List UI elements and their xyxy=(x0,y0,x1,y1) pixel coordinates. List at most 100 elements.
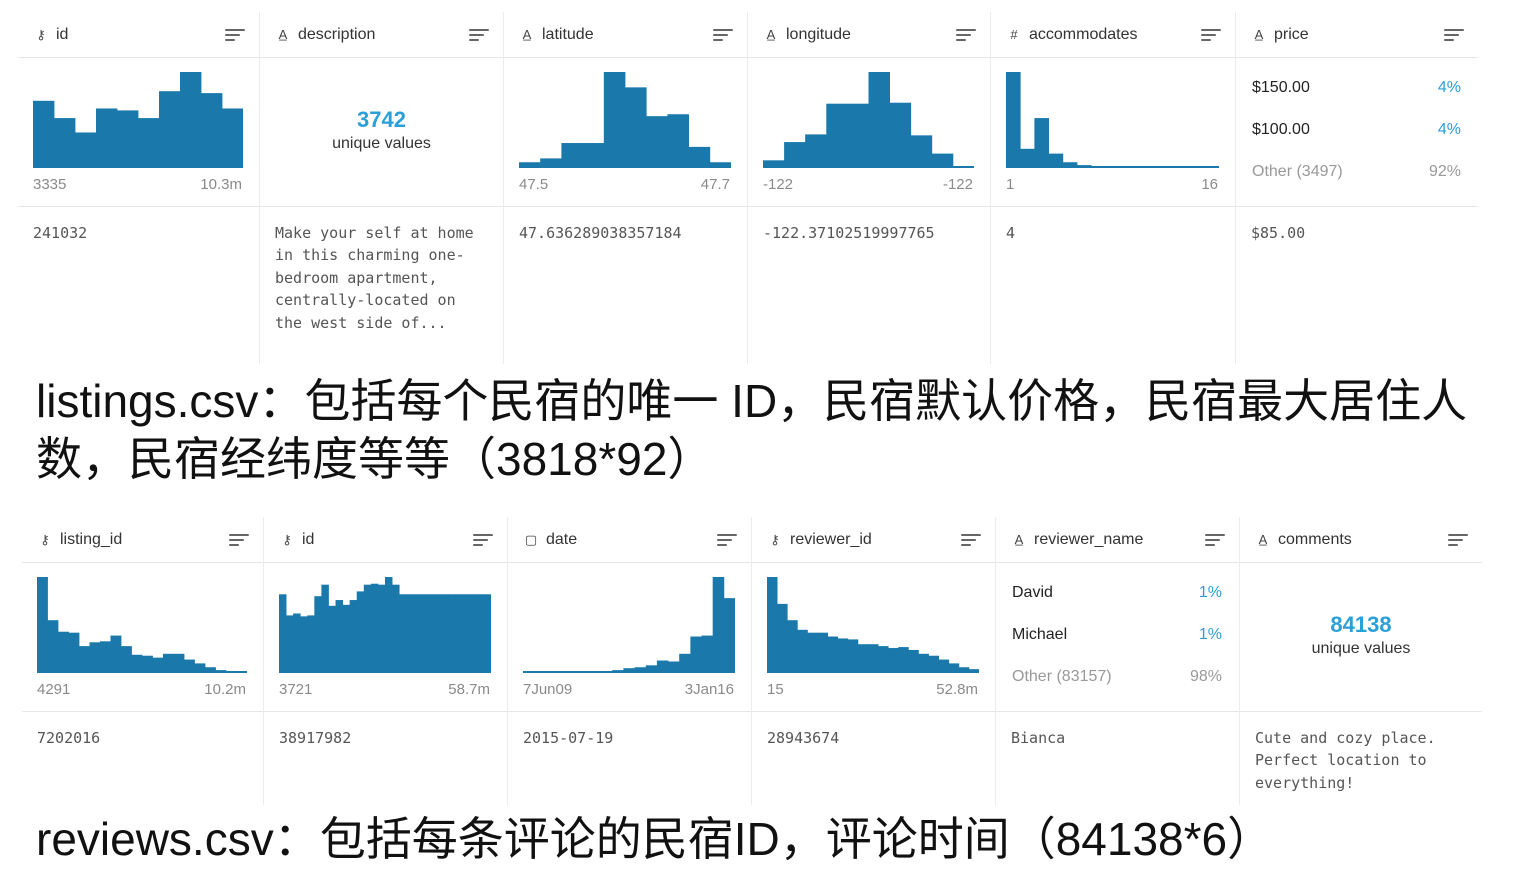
histogram-bar xyxy=(679,653,691,673)
histogram-bar xyxy=(293,613,301,673)
histogram-bar xyxy=(201,93,223,168)
histogram-bar xyxy=(420,594,428,673)
column-name: longitude xyxy=(786,25,851,43)
sort-icon[interactable] xyxy=(1444,28,1464,42)
histogram-bar xyxy=(448,594,457,673)
histogram-range: 1 16 xyxy=(1006,176,1218,193)
cell-value[interactable]: $85.00 xyxy=(1251,224,1306,242)
sort-icon[interactable] xyxy=(225,28,245,42)
histogram[interactable] xyxy=(519,70,731,168)
histogram-bar xyxy=(688,146,711,168)
range-max: 47.7 xyxy=(700,176,730,193)
histogram-bar xyxy=(194,663,206,673)
listings-caption: listings.csv：包括每个民宿的唯一 ID，民宿默认价格，民宿最大居住人… xyxy=(36,375,1468,485)
column-header[interactable]: ⚷ id xyxy=(18,12,259,58)
column-header[interactable]: ▢ date xyxy=(508,517,751,563)
column-header[interactable]: A̲ comments xyxy=(1240,517,1482,563)
sort-icon[interactable] xyxy=(961,533,981,547)
column-summary: 84138 unique values xyxy=(1240,564,1482,712)
cell-value[interactable]: 4 xyxy=(1006,224,1016,242)
histogram[interactable] xyxy=(279,575,491,673)
range-min: 7Jun09 xyxy=(523,681,573,698)
sort-icon[interactable] xyxy=(1201,28,1221,42)
histogram-bar xyxy=(634,667,647,673)
sort-icon[interactable] xyxy=(956,28,976,42)
histogram-bar xyxy=(286,615,294,673)
column-summary: 7Jun09 3Jan16 xyxy=(508,564,751,712)
histogram-bar xyxy=(784,142,806,168)
column-header[interactable]: ⚷ reviewer_id xyxy=(752,517,995,563)
category-item[interactable]: $150.00 4% xyxy=(1252,79,1461,103)
category-item[interactable]: Michael 1% xyxy=(1012,626,1222,650)
sort-icon[interactable] xyxy=(469,28,489,42)
sort-icon[interactable] xyxy=(1448,533,1468,547)
histogram-bar xyxy=(878,646,889,673)
histogram-bar xyxy=(1034,118,1049,168)
sort-icon[interactable] xyxy=(713,28,733,42)
category-item[interactable]: $100.00 4% xyxy=(1252,121,1461,145)
histogram[interactable] xyxy=(33,70,243,168)
cell-value[interactable]: Make your self at home in this charming … xyxy=(275,224,483,332)
histogram[interactable] xyxy=(763,70,974,168)
histogram[interactable] xyxy=(37,575,247,673)
category-item[interactable]: David 1% xyxy=(1012,584,1222,608)
category-other[interactable]: Other (83157) 98% xyxy=(1012,668,1222,692)
histogram-bar xyxy=(314,596,322,673)
text-type-icon: A̲ xyxy=(1258,532,1268,547)
cell-value[interactable]: Cute and cozy place. Perfect location to… xyxy=(1255,729,1445,792)
column-summary: -122 -122 xyxy=(748,59,990,207)
histogram-bar xyxy=(948,663,960,673)
histogram-bar xyxy=(33,100,55,168)
histogram-range: 47.5 47.7 xyxy=(519,176,730,193)
histogram-bar xyxy=(787,620,798,673)
sort-icon[interactable] xyxy=(1205,533,1225,547)
cell-value[interactable]: 241032 xyxy=(33,224,88,242)
cell-value[interactable]: 28943674 xyxy=(767,729,840,747)
histogram-bar xyxy=(723,598,735,673)
histogram-bar xyxy=(889,102,912,168)
histogram-bar xyxy=(928,655,940,673)
column-reviewer-name: A̲ reviewer_name David 1% Michael 1% Other (83… xyxy=(996,517,1240,805)
histogram[interactable] xyxy=(1006,70,1219,168)
cell-value[interactable]: Bianca xyxy=(1011,729,1066,747)
column-name: id xyxy=(56,25,69,43)
histogram-bar xyxy=(1006,72,1021,168)
sort-icon[interactable] xyxy=(229,533,249,547)
unique-count: 84138 xyxy=(1330,612,1392,637)
histogram-range: 4291 10.2m xyxy=(37,681,246,698)
cell-value[interactable]: -122.37102519997765 xyxy=(763,224,935,242)
histogram-bar xyxy=(100,641,111,673)
column-summary: $150.00 4% $100.00 4% Other (3497) 92% xyxy=(1236,59,1478,207)
cell-value[interactable]: 7202016 xyxy=(37,729,101,747)
histogram-range: 3721 58.7m xyxy=(279,681,490,698)
calendar-icon: ▢ xyxy=(524,531,538,547)
column-header[interactable]: A̲ description xyxy=(260,12,503,58)
histogram[interactable] xyxy=(523,575,735,673)
histogram-bar xyxy=(349,600,358,673)
column-header[interactable]: A̲ longitude xyxy=(748,12,990,58)
column-header[interactable]: A̲ reviewer_name xyxy=(996,517,1239,563)
histogram-bar xyxy=(767,577,778,673)
column-header[interactable]: ⚷ id xyxy=(264,517,507,563)
histogram-bar xyxy=(363,584,372,673)
histogram[interactable] xyxy=(767,575,979,673)
sort-icon[interactable] xyxy=(717,533,737,547)
column-reviewer-id: ⚷ reviewer_id 15 52.8m 28943674 xyxy=(752,517,996,805)
cell-value[interactable]: 2015-07-19 xyxy=(523,729,614,747)
column-header[interactable]: # accommodates xyxy=(991,12,1235,58)
category-other[interactable]: Other (3497) 92% xyxy=(1252,163,1461,187)
column-header[interactable]: A̲ latitude xyxy=(504,12,747,58)
histogram-range: 3335 10.3m xyxy=(33,176,242,193)
histogram-bar xyxy=(690,636,702,673)
range-max: 52.8m xyxy=(936,681,978,698)
histogram-baseline xyxy=(519,166,731,168)
column-header[interactable]: A̲ price xyxy=(1236,12,1478,58)
cell-value[interactable]: 47.636289038357184 xyxy=(519,224,682,242)
histogram-bar xyxy=(918,653,929,673)
histogram-bar xyxy=(1048,153,1064,168)
histogram-bar xyxy=(826,103,848,168)
cell-value[interactable]: 38917982 xyxy=(279,729,352,747)
column-description: A̲ description 3742 unique values Make your … xyxy=(260,12,504,364)
column-header[interactable]: ⚷ listing_id xyxy=(22,517,263,563)
sort-icon[interactable] xyxy=(473,533,493,547)
